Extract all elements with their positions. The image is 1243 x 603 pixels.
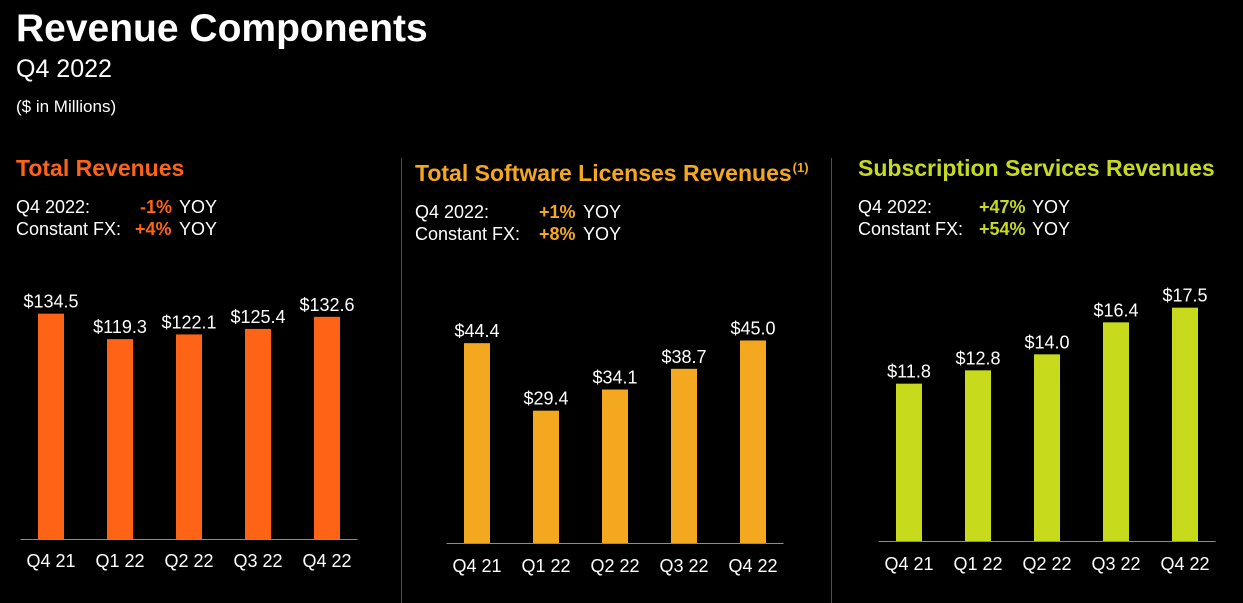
- stat-suffix: YOY: [583, 224, 622, 244]
- bar-value-label: $11.8: [887, 362, 931, 382]
- stat-value: +54%: [979, 219, 1026, 239]
- stat-value: -1%: [140, 197, 173, 217]
- bar-value-label: $29.4: [523, 389, 568, 409]
- software-licenses-stat-q4: Q4 2022: +1% YOY: [415, 201, 809, 223]
- total-revenues-panel: Total Revenues Q4 2022: -1% YOY Constant…: [16, 152, 217, 240]
- total-revenues-title: Total Revenues: [16, 152, 184, 184]
- stat-value: +1%: [539, 202, 576, 222]
- x-tick-label: Q4 22: [728, 556, 777, 576]
- bar-value-label: $34.1: [592, 368, 637, 388]
- bar-value-label: $17.5: [1162, 286, 1207, 306]
- bar-value-label: $16.4: [1093, 300, 1138, 320]
- page-title: Revenue Components: [16, 7, 428, 50]
- subscription-services-title-text: Subscription Services Revenues: [858, 155, 1215, 181]
- x-tick-label: Q3 22: [1091, 554, 1140, 574]
- x-tick-label: Q2 22: [164, 551, 213, 571]
- x-tick-label: Q3 22: [233, 551, 282, 571]
- x-tick-label: Q2 22: [1022, 554, 1071, 574]
- bar-value-label: $125.4: [230, 307, 285, 327]
- software-licenses-stats: Q4 2022: +1% YOY Constant FX: +8% YOY: [415, 201, 809, 245]
- bar-value-label: $132.6: [299, 295, 354, 315]
- x-tick-label: Q4 21: [26, 551, 75, 571]
- bar: [533, 410, 559, 543]
- bar: [176, 334, 202, 539]
- stat-label: Constant FX:: [16, 219, 122, 239]
- bar-value-label: $45.0: [730, 318, 775, 338]
- total-revenues-stat-q4: Q4 2022: -1% YOY: [16, 196, 217, 218]
- bar: [896, 383, 922, 541]
- stat-label: Constant FX:: [415, 224, 521, 244]
- bar: [464, 343, 490, 543]
- subscription-services-stat-q4: Q4 2022: +47% YOY: [858, 196, 1215, 218]
- software-licenses-title: Total Software Licenses Revenues(1): [415, 152, 809, 189]
- total-revenues-stat-fx: Constant FX: +4% YOY: [16, 218, 217, 240]
- x-tick-label: Q2 22: [590, 556, 639, 576]
- software-licenses-panel: Total Software Licenses Revenues(1) Q4 2…: [415, 152, 809, 245]
- bar: [107, 339, 133, 539]
- bar-value-label: $12.8: [955, 348, 1000, 368]
- bar: [314, 316, 340, 539]
- x-tick-label: Q4 21: [884, 554, 933, 574]
- subscription-services-stat-fx: Constant FX: +54% YOY: [858, 218, 1215, 240]
- x-tick-label: Q4 22: [1160, 554, 1209, 574]
- x-tick-label: Q4 21: [452, 556, 501, 576]
- x-tick-label: Q1 22: [95, 551, 144, 571]
- x-tick-label: Q3 22: [659, 556, 708, 576]
- bar: [965, 370, 991, 541]
- bar: [1172, 307, 1198, 541]
- stat-suffix: YOY: [1032, 219, 1071, 239]
- bar: [740, 340, 766, 543]
- subscription-services-title: Subscription Services Revenues: [858, 152, 1215, 184]
- stat-label: Q4 2022:: [415, 202, 490, 222]
- stat-value: +47%: [979, 197, 1026, 217]
- bar-value-label: $122.1: [161, 312, 216, 332]
- stat-label: Constant FX:: [858, 219, 964, 239]
- software-licenses-stat-fx: Constant FX: +8% YOY: [415, 223, 809, 245]
- bar-value-label: $44.4: [454, 321, 499, 341]
- bar: [602, 389, 628, 543]
- software-licenses-title-text: Total Software Licenses Revenues: [415, 160, 792, 186]
- subscription-services-chart: $11.8 Q4 21 $12.8 Q1 22 $14.0 Q2 22 $16.4 Q3 22…: [878, 286, 1216, 574]
- panel-divider-1: [401, 158, 402, 603]
- bar-value-label: $119.3: [93, 317, 147, 337]
- bar: [1103, 322, 1129, 541]
- stat-suffix: YOY: [583, 202, 622, 222]
- bar-value-label: $14.0: [1024, 332, 1069, 352]
- bar: [38, 313, 64, 539]
- bar-value-label: $38.7: [661, 347, 706, 367]
- x-tick-label: Q4 22: [302, 551, 351, 571]
- stat-suffix: YOY: [179, 197, 218, 217]
- bar: [245, 328, 271, 539]
- x-tick-label: Q1 22: [521, 556, 570, 576]
- x-tick-label: Q1 22: [953, 554, 1002, 574]
- total-revenues-stats: Q4 2022: -1% YOY Constant FX: +4% YOY: [16, 196, 217, 240]
- stat-value: +4%: [135, 219, 172, 239]
- total-revenues-title-text: Total Revenues: [16, 155, 185, 181]
- total-revenues-chart: $134.5 Q4 21 $119.3 Q1 22 $122.1 Q2 22 $125.4 Q…: [20, 292, 358, 571]
- software-licenses-chart: $44.4 Q4 21 $29.4 Q1 22 $34.1 Q2 22 $38.7 Q3 22…: [446, 318, 784, 576]
- stat-label: Q4 2022:: [858, 197, 933, 217]
- bar: [1034, 354, 1060, 541]
- units-note: ($ in Millions): [16, 97, 117, 116]
- stat-suffix: YOY: [179, 219, 218, 239]
- bar-value-label: $134.5: [23, 292, 78, 312]
- subscription-services-stats: Q4 2022: +47% YOY Constant FX: +54% YOY: [858, 196, 1215, 240]
- page-subtitle: Q4 2022: [16, 55, 112, 83]
- stat-suffix: YOY: [1032, 197, 1071, 217]
- bar: [671, 368, 697, 543]
- stat-value: +8%: [539, 224, 576, 244]
- stat-label: Q4 2022:: [16, 197, 91, 217]
- panel-divider-2: [831, 158, 832, 603]
- footnote-marker: (1): [792, 160, 809, 175]
- subscription-services-panel: Subscription Services Revenues Q4 2022: …: [858, 152, 1215, 240]
